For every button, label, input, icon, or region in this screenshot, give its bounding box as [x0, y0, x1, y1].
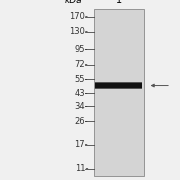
- Text: 55-: 55-: [75, 75, 88, 84]
- Bar: [95, 82, 142, 83]
- Bar: [95, 82, 142, 89]
- Text: 34-: 34-: [75, 102, 88, 111]
- Text: 95-: 95-: [75, 45, 88, 54]
- Text: 17-: 17-: [75, 140, 88, 149]
- Text: 72-: 72-: [75, 60, 88, 69]
- Text: 43-: 43-: [75, 89, 88, 98]
- Text: 170-: 170-: [69, 12, 88, 21]
- Bar: [95, 88, 142, 89]
- Text: 26-: 26-: [75, 117, 88, 126]
- Bar: [94, 9, 144, 176]
- Text: 11-: 11-: [75, 164, 88, 173]
- Text: kDa: kDa: [65, 0, 83, 5]
- Text: 1: 1: [116, 0, 122, 5]
- Text: 130-: 130-: [69, 27, 88, 36]
